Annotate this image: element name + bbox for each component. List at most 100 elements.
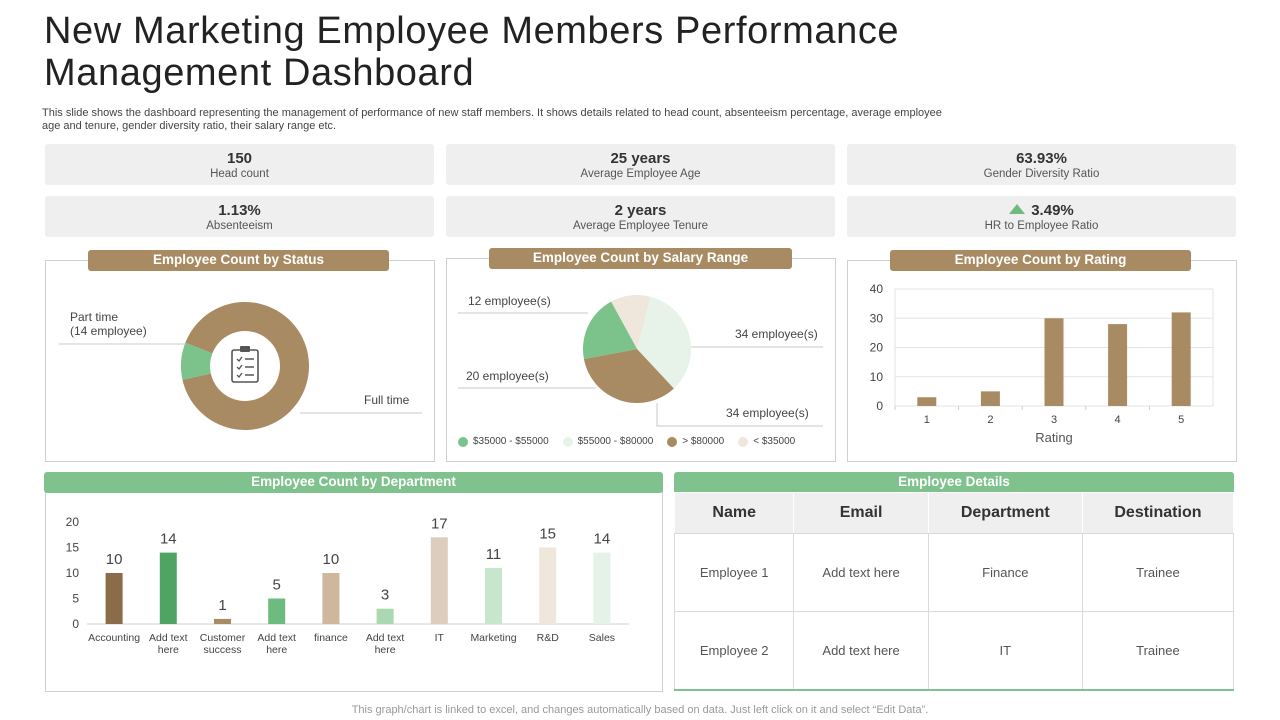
clipboard-icon: [231, 346, 259, 383]
employee-details-title: Employee Details: [674, 472, 1234, 492]
status-chart-title: Employee Count by Status: [88, 250, 389, 271]
kpi-average-age: 25 years Average Employee Age: [446, 144, 835, 185]
dept-x-tick: Sales: [589, 632, 615, 644]
kpi-label: Average Employee Tenure: [572, 220, 709, 232]
cell-destination: Trainee: [1081, 611, 1235, 691]
column-header-name: Name: [673, 492, 795, 534]
dept-bar-4: [268, 598, 286, 624]
pie-slice-3: [583, 349, 674, 403]
employee-details-table: Name Email Department Destination Employ…: [673, 492, 1235, 691]
rating-bar-1: [917, 397, 937, 406]
cell-name: Employee 1: [673, 533, 795, 612]
dept-y-tick: 20: [66, 515, 80, 529]
dept-data-label: 10: [106, 551, 123, 568]
title-line-1: New Marketing Employee Members Performan…: [44, 10, 900, 52]
dept-x-tick: Customer: [200, 632, 246, 644]
kpi-gender-diversity: 63.93% Gender Diversity Ratio: [847, 144, 1236, 185]
table-row: Employee 2 Add text here IT Trainee: [673, 611, 1235, 691]
dept-x-tick: Add text: [149, 632, 188, 644]
dept-bar-7: [430, 537, 448, 624]
kpi-label: HR to Employee Ratio: [984, 220, 1099, 232]
status-donut-chart: [59, 302, 422, 430]
description-line-2: age and tenure, gender diversity ratio, …: [42, 120, 337, 132]
triangle-up-icon: [1009, 204, 1026, 214]
rating-chart-title: Employee Count by Rating: [890, 250, 1191, 271]
dept-x-tick: here: [266, 644, 287, 656]
rating-bar-chart: 0 10 20 30 40 1 2 3 4 5 Rating: [870, 282, 1214, 445]
legend-swatch: [738, 436, 749, 447]
page-title: New Marketing Employee Members Performan…: [44, 10, 1044, 94]
part-time-label: Part time (14 employee): [70, 310, 147, 338]
dept-data-label: 3: [381, 587, 389, 604]
donut-slice-full-time: [182, 302, 309, 430]
kpi-label: Head count: [210, 168, 269, 180]
salary-chart-title: Employee Count by Salary Range: [489, 248, 792, 269]
rating-x-tick: 1: [924, 414, 930, 426]
cell-email: Add text here: [793, 611, 929, 691]
legend-swatch: [562, 436, 573, 447]
dept-y-tick: 10: [66, 566, 80, 580]
kpi-label: Average Employee Age: [580, 168, 701, 180]
rating-bar-5: [1171, 312, 1191, 406]
dept-bar-2: [159, 552, 177, 624]
status-donut-slices: [181, 302, 309, 430]
pie-slice-1: [583, 301, 637, 359]
rating-y-tick: 10: [870, 370, 884, 384]
kpi-value: 2 years: [614, 202, 667, 219]
salary-pie-chart: [458, 295, 823, 427]
footer-note: This graph/chart is linked to excel, and…: [351, 704, 929, 716]
legend-swatch: [458, 436, 468, 447]
kpi-value: 150: [226, 150, 253, 167]
dept-y-tick: 0: [72, 617, 79, 631]
legend-item: < $35000: [738, 436, 795, 447]
dept-x-tick: Add text: [257, 632, 296, 644]
dept-data-label: 1: [218, 597, 226, 614]
rating-y-tick: 30: [870, 311, 884, 325]
kpi-value: 25 years: [610, 150, 671, 167]
rating-y-tick: 0: [876, 399, 883, 413]
dept-x-tick: success: [204, 644, 242, 656]
department-chart-panel: [45, 482, 663, 692]
rating-x-tick: 4: [1115, 414, 1121, 426]
legend-item: $55000 - $80000: [562, 436, 653, 447]
kpi-value: 3.49%: [1031, 202, 1074, 219]
kpi-value: 1.13%: [218, 202, 261, 219]
salary-label-12: 12 employee(s): [468, 294, 551, 308]
legend-item: $35000 - $55000: [458, 436, 549, 447]
dept-bar-1: [105, 573, 123, 624]
dept-x-tick: Accounting: [88, 632, 140, 644]
legend-label: $35000 - $55000: [473, 436, 549, 447]
dept-bar-9: [539, 547, 557, 624]
legend-swatch: [667, 436, 678, 447]
kpi-value-row: 3.49%: [847, 202, 1236, 219]
salary-legend: $35000 - $55000 $55000 - $80000 > $80000…: [458, 436, 838, 447]
salary-label-34b: 34 employee(s): [726, 406, 809, 420]
rating-bar-3: [1044, 318, 1064, 406]
cell-destination: Trainee: [1081, 533, 1235, 612]
kpi-head-count: 150 Head count: [45, 144, 434, 185]
title-line-2: Management Dashboard: [44, 52, 475, 94]
dept-x-tick: here: [158, 644, 179, 656]
dept-bar-3: [214, 618, 231, 624]
cell-department: IT: [927, 611, 1083, 691]
dept-y-tick: 5: [72, 592, 79, 606]
dept-data-label: 10: [323, 551, 340, 568]
table-header-row: Name Email Department Destination: [673, 492, 1235, 534]
dept-x-tick: here: [375, 644, 396, 656]
kpi-label: Gender Diversity Ratio: [983, 168, 1100, 180]
full-time-label: Full time: [364, 393, 410, 407]
dept-bar-6: [376, 608, 394, 624]
rating-x-tick: 3: [1051, 414, 1057, 426]
cell-email: Add text here: [793, 533, 929, 612]
rating-x-axis-label: Rating: [1035, 430, 1073, 445]
description-line-1: This slide shows the dashboard represent…: [42, 107, 942, 119]
dept-x-tick: R&D: [537, 632, 560, 644]
page-description: This slide shows the dashboard represent…: [42, 107, 1042, 133]
salary-label-20: 20 employee(s): [466, 369, 549, 383]
legend-label: > $80000: [682, 436, 725, 447]
dept-data-label: 11: [486, 546, 502, 563]
kpi-absenteeism: 1.13% Absenteeism: [45, 196, 434, 237]
cell-name: Employee 2: [673, 611, 795, 691]
dept-x-tick: finance: [314, 632, 348, 644]
